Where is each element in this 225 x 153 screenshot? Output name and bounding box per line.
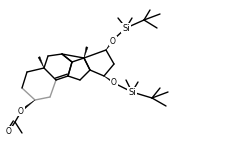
Polygon shape	[104, 76, 116, 85]
Text: Si: Si	[128, 88, 135, 97]
Text: O: O	[18, 106, 24, 116]
Text: O: O	[6, 127, 12, 136]
Text: O: O	[110, 37, 115, 45]
Text: Si: Si	[122, 24, 129, 32]
Polygon shape	[21, 100, 35, 111]
Polygon shape	[106, 38, 114, 50]
Polygon shape	[38, 57, 44, 68]
Text: O: O	[110, 78, 116, 86]
Polygon shape	[84, 47, 88, 58]
